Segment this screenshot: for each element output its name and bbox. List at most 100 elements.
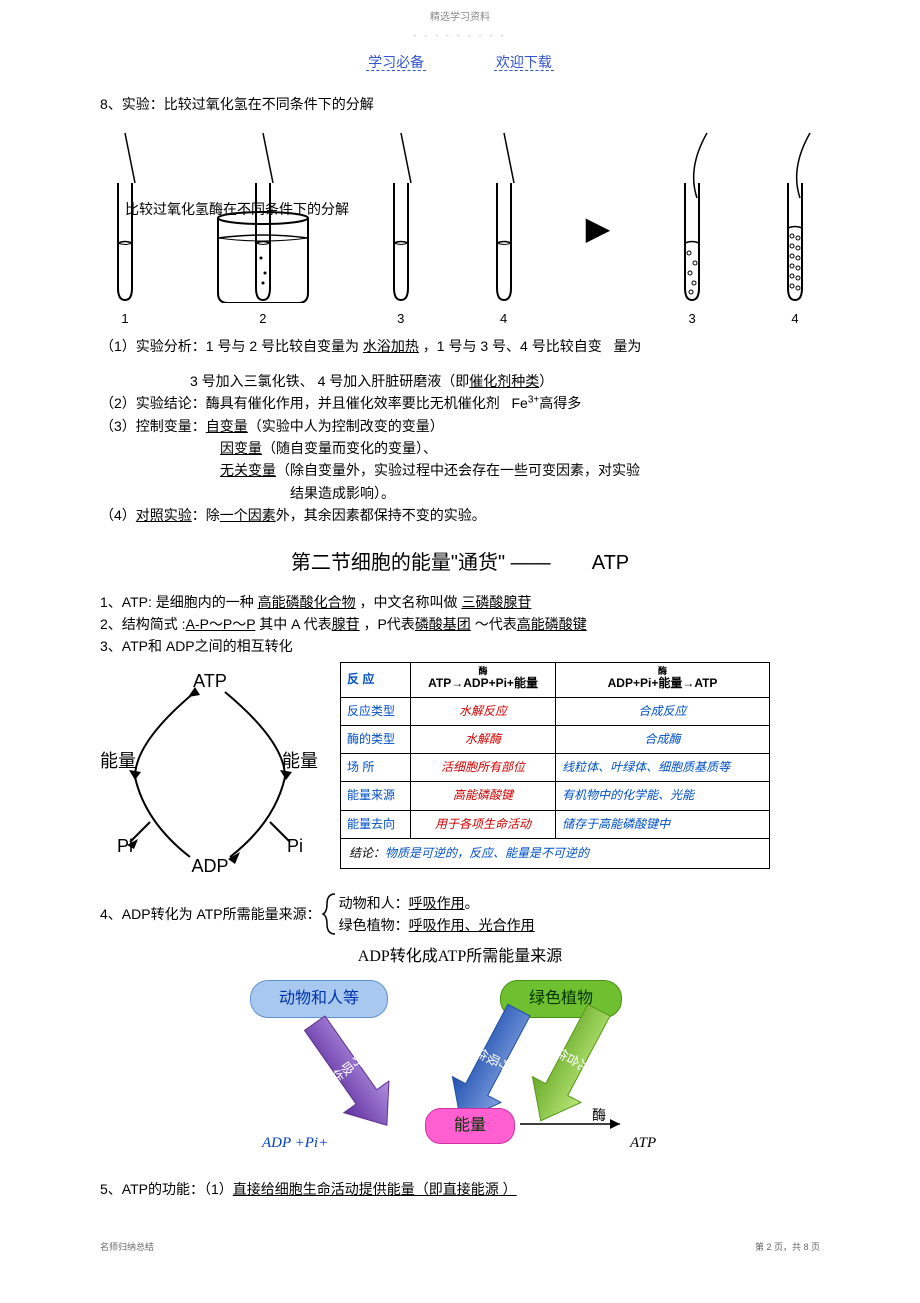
s2-p3: 3、ATP和 ADP之间的相互转化 <box>100 635 820 657</box>
p4b2a: 绿色植物： <box>339 917 409 933</box>
tube-4-after: 4 <box>770 128 820 330</box>
a3-t2: （随自变量而变化的变量）、 <box>262 440 437 456</box>
a3-u3: 无关变量 <box>220 462 276 478</box>
s2-p2a: 2、结构简式 : <box>100 616 186 632</box>
tube-label-1: 1 <box>121 309 128 330</box>
energy-diagram-title: ADP转化成ATP所需能量来源 <box>100 944 820 970</box>
r3b: 线粒体、叶绿体、细胞质基质等 <box>556 754 770 782</box>
tube-3-after: 3 <box>667 128 717 330</box>
arrow-triangle: ▶ <box>586 203 611 254</box>
r2h: 酶的类型 <box>341 726 411 754</box>
a4-prefix: （4） <box>100 507 136 523</box>
tube-label-2: 2 <box>259 309 266 330</box>
a3-t3: （除自变量外，实验过程中还会存在一些可变因素，对实验 <box>276 462 640 478</box>
analysis-1b: 3 号加入三氯化铁、 4 号加入肝脏研磨液（即催化剂种类） <box>100 370 820 392</box>
th-fwd: 酶ATP→ADP+Pi+能量 <box>411 662 556 697</box>
ed-energy-box: 能量 <box>425 1108 515 1144</box>
s2-p1a: 1、ATP: 是细胞内的一种 <box>100 594 258 610</box>
svg-text:ATP: ATP <box>193 671 227 691</box>
experiment-title: 8、实验：比较过氧化氢在不同条件下的分解 <box>100 93 820 115</box>
s2-p2u2: 腺苷 <box>332 616 360 632</box>
section2-title: 第二节细胞的能量"通货" —— ATP <box>100 547 820 579</box>
s2-title-dash: —— <box>511 552 551 574</box>
a1-line2: 3 号加入三氯化铁、 4 号加入肝脏研磨液（即 <box>190 373 469 389</box>
a4-u1: 对照实验 <box>136 507 192 523</box>
tube-4: 4 <box>479 128 529 330</box>
a4-mid: ：除 <box>192 507 220 523</box>
a1-suffix: 量为 <box>613 338 641 354</box>
s2-title-l: 第二节细胞的能量"通货" <box>291 552 505 574</box>
tube-label-3b: 3 <box>688 309 695 330</box>
a1-u1: 水浴加热 <box>363 338 419 354</box>
a3-t1: （实验中人为控制改变的变量） <box>248 418 444 434</box>
r2a: 水解酶 <box>411 726 556 754</box>
a3-t3b: 结果造成影响）。 <box>290 485 395 501</box>
footer-left: 名师归纳总结 <box>100 1240 154 1254</box>
a4-u2: 一个因素 <box>220 507 276 523</box>
s2-p2u3: 磷酸基团 <box>415 616 471 632</box>
svg-text:能量: 能量 <box>282 751 318 771</box>
header-left: 学习必备 <box>366 54 426 71</box>
tubes-overlay-text: 比较过氧化氢酶在不同条件下的分解 <box>125 198 349 220</box>
r4a: 高能磷酸键 <box>411 782 556 810</box>
r1a: 水解反应 <box>411 697 556 725</box>
analysis-3b: 因变量（随自变量而变化的变量）、 <box>100 437 820 459</box>
a2-text: （2）实验结论：酶具有催化作用，并且催化效率要比无机催化剂 <box>100 395 500 411</box>
a2-end: 高得多 <box>539 395 581 411</box>
a3-u2: 因变量 <box>220 440 262 456</box>
s2-p2u1: A-P～P～P <box>186 616 256 632</box>
a3-u1: 自变量 <box>206 418 248 434</box>
s2-p2: 2、结构简式 :A-P～P～P 其中 A 代表腺苷 ，P代表磷酸基团 ～代表高能… <box>100 613 820 635</box>
s2-p2d: ～代表 <box>471 616 517 632</box>
ed-adp-label: ADP +Pi+ <box>262 1131 328 1155</box>
s2-p4a: 4、ADP转化为 ATP所需能量来源： <box>100 903 321 925</box>
atp-cycle-diagram: ATP ADP 能量 能量 Pi Pi <box>100 662 320 882</box>
a1-mid: ，1 号与 3 号、4 号比较自变 <box>419 338 602 354</box>
p4-line1: 动物和人：呼吸作用。 <box>339 892 535 914</box>
r1b: 合成反应 <box>556 697 770 725</box>
s2-title-r: ATP <box>592 552 629 574</box>
r2b: 合成酶 <box>556 726 770 754</box>
tubes-diagram: 比较过氧化氢酶在不同条件下的分解 1 2 <box>100 128 820 330</box>
header-right: 欢迎下载 <box>494 54 554 71</box>
a2-sup: 3+ <box>528 395 539 406</box>
tube-3: 3 <box>376 128 426 330</box>
p4b1a: 动物和人： <box>339 895 409 911</box>
s2-p2u4: 高能磷酸键 <box>517 616 587 632</box>
r4h: 能量来源 <box>341 782 411 810</box>
footer-right: 第 2 页，共 8 页 <box>755 1240 820 1254</box>
tube-label-4: 4 <box>500 309 507 330</box>
ed-atp-label: ATP <box>630 1131 656 1155</box>
header-line: 学习必备 欢迎下载 <box>100 51 820 73</box>
a2-fe: Fe <box>511 395 527 411</box>
svg-text:能量: 能量 <box>100 751 136 771</box>
s2-p5a: 5、ATP的功能：（1） <box>100 1181 233 1197</box>
r3h: 场 所 <box>341 754 411 782</box>
th-rev: 酶ADP+Pi+能量→ATP <box>556 662 770 697</box>
r5h: 能量去向 <box>341 810 411 838</box>
s2-p1u1: 高能磷酸化合物 <box>258 594 356 610</box>
s2-p5: 5、ATP的功能：（1）直接给细胞生命活动提供能量（即直接能源 ） <box>100 1178 820 1200</box>
a3-prefix: （3）控制变量： <box>100 418 206 434</box>
atp-row: ATP ADP 能量 能量 Pi Pi 反 应 酶ATP→ADP+Pi+能量 酶… <box>100 662 820 882</box>
svg-text:ADP: ADP <box>191 856 228 876</box>
brace-icon <box>321 892 339 936</box>
a4-end: 外，其余因素都保持不变的实验。 <box>276 507 486 523</box>
p4b2u: 呼吸作用、光合作用 <box>409 917 535 933</box>
a1-line2-end: ） <box>539 373 553 389</box>
analysis-1: （1）实验分析：1 号与 2 号比较自变量为 水浴加热 ，1 号与 3 号、4 … <box>100 335 820 357</box>
energy-diagram: 动物和人等 绿色植物 呼吸作用 呼吸作用 光合作用 能量 ADP +Pi+ 酶 … <box>180 976 740 1166</box>
conclusion: 结论：物质是可逆的，反应、能量是不可逆的 <box>341 838 770 868</box>
tube-label-4b: 4 <box>791 309 798 330</box>
a1-u2: 催化剂种类 <box>469 373 539 389</box>
atp-table: 反 应 酶ATP→ADP+Pi+能量 酶ADP+Pi+能量→ATP 反应类型水解… <box>340 662 770 869</box>
top-header-dots: - - - - - - - - - <box>100 30 820 43</box>
tube-1: 1 <box>100 128 150 330</box>
r5b: 储存于高能磷酸键中 <box>556 810 770 838</box>
analysis-4: （4）对照实验：除一个因素外，其余因素都保持不变的实验。 <box>100 504 820 526</box>
r3a: 活细胞所有部位 <box>411 754 556 782</box>
s2-p1u2: 三磷酸腺苷 <box>461 594 531 610</box>
analysis-2: （2）实验结论：酶具有催化作用，并且催化效率要比无机催化剂 Fe3+高得多 <box>100 392 820 414</box>
analysis-3c: 无关变量（除自变量外，实验过程中还会存在一些可变因素，对实验 <box>100 459 820 481</box>
r1h: 反应类型 <box>341 697 411 725</box>
